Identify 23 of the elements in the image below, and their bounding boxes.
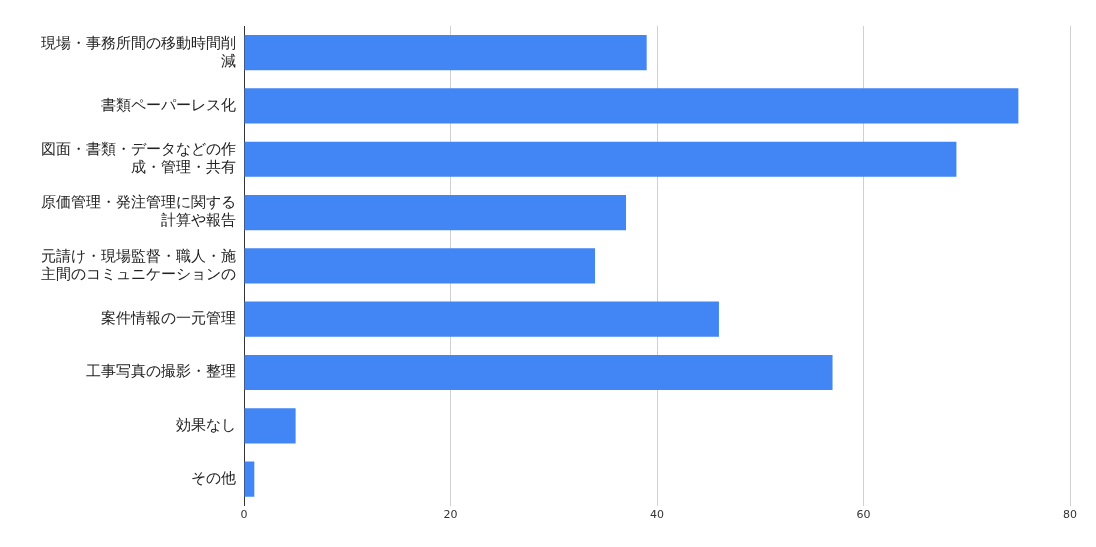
bar [244, 461, 255, 497]
x-tick-label: 20 [443, 508, 458, 522]
bar [244, 195, 627, 231]
bar [244, 141, 957, 177]
x-tick-label: 40 [650, 508, 664, 522]
y-tick-label: 原価管理・発注管理に関する計算や報告 [41, 193, 236, 230]
bar [244, 301, 719, 337]
y-tick-label: 工事写真の撮影・整理 [86, 362, 236, 381]
x-tick-label: 80 [1063, 508, 1077, 522]
y-tick-label: 書類ペーパーレス化 [101, 95, 236, 114]
bar [244, 408, 296, 444]
bar [244, 248, 596, 284]
y-tick-label: その他 [191, 469, 236, 488]
x-tick-label: 0 [240, 508, 248, 522]
y-tick-label: 元請け・現場監督・職人・施主間のコミュニケーションの [41, 246, 236, 283]
y-tick-label: 案件情報の一元管理 [101, 309, 236, 328]
bar [244, 88, 1019, 124]
y-tick-label: 効果なし [176, 415, 236, 434]
y-tick-label: 現場・事務所間の移動時間削減 [41, 33, 236, 70]
bar [244, 354, 833, 391]
y-tick-label: 図面・書類・データなどの作成・管理・共有 [41, 140, 236, 177]
bar [244, 35, 647, 71]
x-tick-label: 60 [856, 508, 871, 522]
